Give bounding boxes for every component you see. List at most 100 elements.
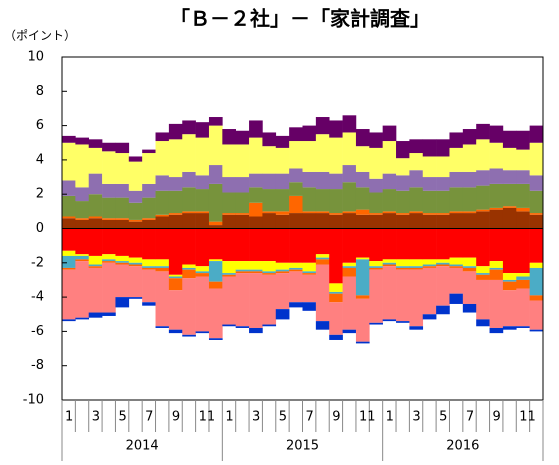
bar-segment (409, 213, 424, 229)
bar-segment (289, 302, 303, 308)
bar-segment (489, 327, 504, 334)
bar-segment (355, 259, 370, 296)
bar-segment (289, 213, 303, 229)
bar-segment (315, 117, 330, 135)
bar-segment (275, 309, 290, 320)
bar-segment (275, 273, 290, 310)
bar-segment (62, 255, 76, 268)
bar-segment (155, 326, 170, 328)
bar-segment (102, 312, 116, 316)
bar-segment (155, 267, 170, 272)
bar-segment (182, 278, 196, 335)
bar-segment (155, 190, 170, 215)
bar-segment (249, 120, 263, 138)
bar-segment (436, 266, 450, 306)
bar-segment (128, 262, 143, 265)
x-tick-label: 1 (386, 410, 394, 425)
bar-segment (489, 267, 504, 270)
bar-segment (516, 288, 530, 327)
bar-segment (208, 261, 223, 282)
bar-segment (168, 276, 183, 279)
bar-segment (449, 213, 464, 229)
bar-segment (382, 213, 397, 229)
bar-segment (128, 221, 143, 229)
bar-segment (102, 259, 116, 262)
bar-segment (422, 139, 437, 157)
bar-segment (369, 213, 383, 215)
bar-segment (262, 173, 277, 190)
bar-segment (302, 273, 317, 275)
bar-segment (222, 261, 236, 274)
bar-segment (289, 228, 303, 263)
bar-segment (222, 276, 236, 325)
bar-segment (516, 276, 530, 280)
bar-segment (436, 214, 450, 229)
bar-segment (449, 264, 464, 267)
x-tick-label: 11 (359, 410, 376, 425)
bar-segment (382, 266, 397, 320)
bar-segment (249, 269, 263, 272)
bar-segment (102, 261, 116, 263)
bar-segment (275, 189, 290, 212)
bar-segment (476, 274, 490, 280)
bar-segment (275, 147, 290, 174)
bar-segment (182, 211, 196, 214)
bar-segment (75, 218, 90, 220)
bar-segment (235, 269, 250, 272)
bar-segment (249, 173, 263, 188)
bar-segment (369, 214, 383, 229)
bar-segment (195, 175, 210, 190)
bar-segment (355, 214, 370, 229)
bar-segment (62, 267, 76, 270)
bar-segment (396, 269, 410, 322)
bar-segment (88, 147, 103, 174)
bar-segment (142, 259, 156, 267)
bar-segment (516, 149, 530, 171)
bar-segment (409, 153, 424, 171)
bar-segment (249, 187, 263, 203)
bar-segment (155, 175, 170, 191)
bar-segment (476, 319, 490, 327)
bar-segment (75, 317, 90, 320)
bar-segment (315, 264, 330, 322)
bar-segment (289, 267, 303, 270)
y-axis-label: （ポイント） (4, 29, 76, 43)
bar-segment (329, 291, 343, 294)
bar-segment (275, 211, 290, 215)
bar-segment (489, 261, 504, 268)
bar-segment (75, 261, 90, 318)
bar-segment (529, 262, 544, 268)
bar-segment (396, 214, 410, 229)
bar-segment (516, 326, 530, 328)
bar-segment (329, 293, 343, 303)
bar-segment (302, 125, 317, 142)
bar-segment (262, 271, 277, 274)
bar-segment (342, 228, 357, 263)
x-tick-label: 9 (172, 410, 180, 425)
bar-segment (289, 271, 303, 303)
bar-segment (208, 125, 223, 166)
bar-segment (329, 213, 343, 215)
bar-segment (222, 228, 236, 262)
bar-segment (476, 185, 490, 210)
bar-segment (342, 262, 357, 267)
bar-segment (195, 211, 210, 214)
bar-segment (208, 183, 223, 222)
bar-segment (502, 147, 517, 171)
bar-segment (168, 214, 183, 229)
bar-segment (222, 192, 236, 214)
bar-segment (222, 129, 236, 145)
bar-segment (168, 274, 183, 277)
bar-segment (409, 211, 424, 214)
bar-segment (529, 300, 544, 330)
bar-segment (235, 192, 250, 214)
bar-segment (142, 269, 156, 303)
bar-segment (449, 266, 464, 268)
bar-segment (128, 266, 143, 298)
bar-segment (262, 146, 277, 174)
bar-segment (62, 142, 76, 181)
bar-segment (302, 213, 317, 229)
bar-segment (449, 211, 464, 214)
bar-segment (262, 261, 277, 272)
bar-segment (289, 195, 303, 214)
